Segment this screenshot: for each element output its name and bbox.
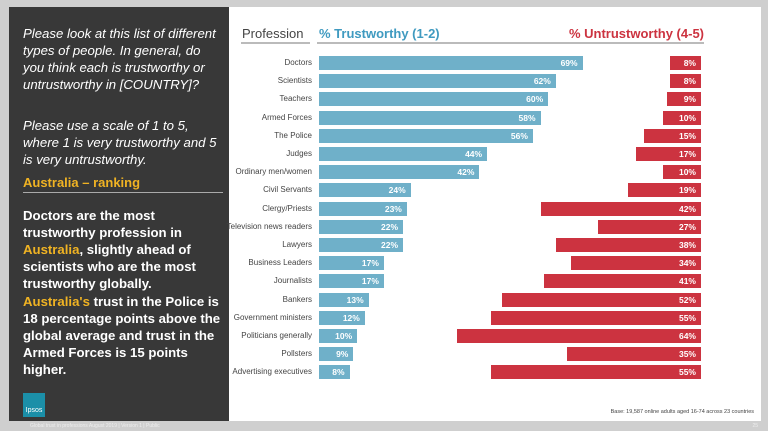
category-label: Clergy/Priests [262,203,312,213]
category-label: Civil Servants [263,185,312,195]
footer-text: Global trust in professions August 2019 … [30,423,160,429]
trust-bar: 24% [319,183,411,198]
trust-bar: 22% [319,219,404,234]
untrust-bar: 15% [643,128,701,143]
header-divider [241,42,310,44]
finding-2: Australia's trust in the Police is 18 pe… [23,293,228,378]
finding-1-rest: , slightly ahead of scientists who are t… [23,242,196,291]
untrust-bar: 42% [540,201,701,216]
untrust-bar: 55% [490,310,701,325]
category-label: Armed Forces [261,112,312,122]
finding-2-text: trust in the Police is 18 percentage poi… [23,294,221,377]
trust-bar: 10% [319,329,358,343]
untrust-bar: 35% [567,347,701,362]
finding-1-country: Australia [23,242,80,257]
page-number: 25 [752,423,758,429]
trust-bar: 23% [319,201,407,216]
ranking-title: Australia – ranking [23,175,223,193]
category-label: Teachers [279,94,312,104]
untrust-bar: 10% [662,110,701,125]
untrust-bar: 27% [597,219,701,234]
trust-bar: 44% [319,147,488,161]
untrust-bar: 8% [670,56,701,70]
header-profession: Profession [242,26,304,41]
trust-bar: 17% [319,274,384,289]
category-label: Bankers [282,294,312,304]
category-label: Ordinary men/women [235,167,312,177]
category-label: Television news readers [226,221,312,231]
category-label: Lawyers [282,240,312,249]
untrust-bar: 55% [490,365,701,380]
finding-1-text: Doctors are the most trustworthy profess… [23,208,182,240]
category-label: Journalists [273,276,312,286]
category-label: Judges [286,149,312,158]
question-text: Please look at this list of different ty… [23,26,216,92]
untrust-bar: 9% [666,92,701,107]
trust-bar: 8% [319,365,350,380]
ipsos-logo: Ipsos [23,393,45,417]
category-label: Business Leaders [248,258,312,268]
trust-bar: 17% [319,256,384,271]
trust-bar: 60% [319,92,549,107]
untrust-bar: 41% [544,274,701,289]
category-label: Advertising executives [232,367,312,377]
category-label: Doctors [284,58,312,67]
category-label: Scientists [277,76,312,86]
trust-bar: 42% [319,165,480,180]
category-label: Pollsters [281,349,312,359]
category-label: Politicians generally [241,331,312,340]
untrust-bar: 8% [670,74,701,89]
trust-bar: 56% [319,128,533,143]
category-label: The Police [274,130,312,140]
trust-bar: 13% [319,292,369,307]
header-untrustworthy: % Untrustworthy (4-5) [568,26,704,41]
untrust-bar: 52% [502,292,701,307]
trust-bar: 62% [319,74,556,89]
untrust-bar: 17% [636,147,701,161]
untrust-bar: 10% [662,165,701,180]
left-panel: Please look at this list of different ty… [9,7,229,421]
trust-bar: 69% [319,56,583,70]
untrust-bar: 64% [456,329,701,343]
untrust-bar: 19% [628,183,701,198]
header-divider [317,42,704,44]
category-label: Government ministers [233,312,312,322]
trust-bar: 12% [319,310,365,325]
finding-1: Doctors are the most trustworthy profess… [23,207,228,292]
header-trustworthy: % Trustworthy (1-2) [319,26,440,41]
trust-bar: 9% [319,347,354,362]
scale-text: Please use a scale of 1 to 5, where 1 is… [23,118,217,167]
finding-2-country: Australia's [23,294,90,309]
trust-bar: 58% [319,110,541,125]
base-note: Base: 19,587 online adults aged 16-74 ac… [610,409,754,415]
trust-bar: 22% [319,238,404,252]
untrust-bar: 34% [571,256,701,271]
untrust-bar: 38% [555,238,701,252]
